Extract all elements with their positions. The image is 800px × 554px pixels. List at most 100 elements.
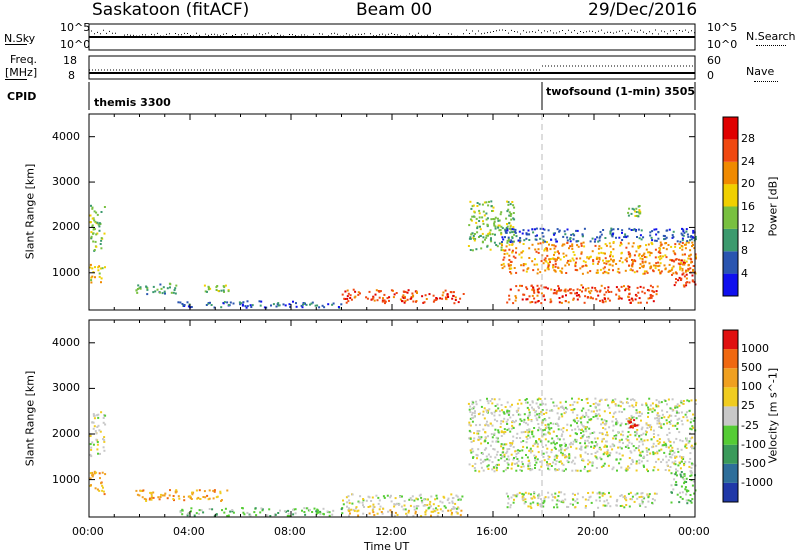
echo-region [135, 282, 178, 296]
colorbar-swatch [723, 387, 738, 407]
velocity-panel [88, 319, 697, 518]
colorbar-swatch [723, 206, 738, 229]
colorbar-swatch [723, 251, 738, 274]
colorbar-frame [722, 116, 739, 297]
x-tick-label: 00:00 [678, 525, 710, 538]
colorbar-tick-label: 4 [741, 266, 748, 280]
nsearch-legend-line [756, 45, 786, 46]
echo-region [467, 200, 516, 252]
nsearch-tick-top: 10^5 [707, 21, 738, 34]
colorbar-swatch [723, 463, 738, 483]
colorbar-tick-label: 24 [741, 154, 755, 168]
cpid-panel [88, 82, 696, 110]
echo-region [135, 489, 229, 502]
power-panel [88, 113, 697, 311]
freq-legend-line [5, 79, 27, 80]
colorbar-tick-label: -25 [741, 418, 759, 432]
cpid-segment-2: twofsound (1-min) 3505 [546, 85, 696, 98]
colorbar-swatch [723, 273, 738, 296]
colorbar-swatch [723, 444, 738, 464]
echo-region [179, 507, 344, 518]
freq-panel [88, 55, 696, 80]
nave-tick-bottom: 0 [707, 69, 714, 82]
colorbar-swatch [723, 139, 738, 162]
x-tick-label: 12:00 [375, 525, 407, 538]
x-tick-label: 08:00 [274, 525, 306, 538]
station-title: Saskatoon (fitACF) [92, 0, 250, 20]
colorbar-swatch [723, 117, 738, 140]
nsky-panel [88, 23, 696, 51]
y-tick-label: 2000 [52, 220, 80, 234]
freq-tick-bottom: 8 [68, 69, 75, 82]
y-tick-label: 3000 [52, 175, 80, 189]
echo-region [89, 263, 106, 284]
colorbar-tick-label: 25 [741, 399, 755, 413]
velocity-colorbar [722, 329, 739, 503]
colorbar-tick-label: 1000 [741, 342, 769, 356]
nsearch-label: N.Search [746, 30, 796, 43]
colorbar-swatch [723, 482, 738, 502]
colorbar-swatch [723, 425, 738, 445]
echo-region [341, 288, 465, 305]
cpid-segment-1: themis 3300 [94, 96, 171, 109]
freq-tick-top: 18 [63, 54, 77, 67]
x-axis-label: Time UT [364, 540, 410, 553]
nave-label: Nave [746, 65, 775, 78]
colorbar-tick-label: 28 [741, 132, 755, 146]
y-tick-label: 3000 [52, 381, 80, 395]
colorbar-label: Power [dB] [766, 176, 780, 236]
y-tick-label: 4000 [52, 129, 80, 143]
echo-region [89, 204, 106, 252]
nsearch-tick-bottom: 10^0 [707, 38, 738, 51]
nsearch-trace [91, 29, 695, 38]
colorbar-tick-label: 12 [741, 221, 755, 235]
colorbar-swatch [723, 161, 738, 185]
colorbar-frame [722, 329, 739, 503]
echo-region [627, 418, 639, 429]
echo-region [89, 470, 107, 496]
x-tick-label: 00:00 [72, 525, 104, 538]
colorbar-tick-label: -100 [741, 437, 766, 451]
y-tick-label: 2000 [52, 427, 80, 440]
echo-region [177, 300, 343, 309]
echo-region [627, 205, 642, 218]
echo-region [467, 397, 697, 473]
colorbar-tick-label: -500 [741, 456, 766, 470]
x-tick-label: 20:00 [577, 525, 609, 538]
cpid-label: CPID [7, 90, 37, 103]
x-tick-label: 04:00 [173, 525, 205, 538]
colorbar-tick-label: 100 [741, 380, 762, 394]
x-tick-label: 16:00 [476, 525, 508, 538]
colorbar-tick-label: -1000 [741, 475, 773, 489]
y-tick-label: 1000 [52, 472, 80, 486]
echo-region [89, 411, 107, 458]
beam-title: Beam 00 [356, 0, 433, 20]
echo-region [347, 509, 463, 518]
colorbar-tick-label: 8 [741, 244, 748, 258]
echo-region [342, 493, 464, 511]
y-tick-label: 4000 [52, 335, 80, 349]
y-tick-label: 1000 [52, 265, 80, 279]
echo-region [670, 259, 697, 288]
colorbar-swatch [723, 349, 738, 369]
nsky-tick-bottom: 10^0 [60, 38, 91, 51]
colorbar-swatch [723, 228, 738, 252]
colorbar-tick-label: 16 [741, 199, 755, 213]
nave-tick-top: 60 [707, 54, 721, 67]
nsky-tick-top: 10^5 [60, 21, 91, 34]
nsky-legend-line [5, 44, 27, 45]
freq-label: Freq. [10, 53, 38, 66]
y-axis-label: Slant Range [km] [23, 370, 37, 466]
echo-region [501, 227, 697, 243]
echo-region [203, 284, 230, 293]
colorbar-tick-label: 20 [741, 177, 755, 191]
echo-region [506, 284, 659, 305]
nave-legend-line [754, 81, 778, 82]
echo-region [670, 471, 697, 505]
colorbar-swatch [723, 184, 738, 207]
colorbar-tick-label: 500 [741, 361, 762, 375]
nsky-label: N.Sky [4, 32, 36, 45]
y-axis-label: Slant Range [km] [23, 163, 37, 260]
colorbar-label: Velocity [m s^-1] [766, 367, 780, 464]
